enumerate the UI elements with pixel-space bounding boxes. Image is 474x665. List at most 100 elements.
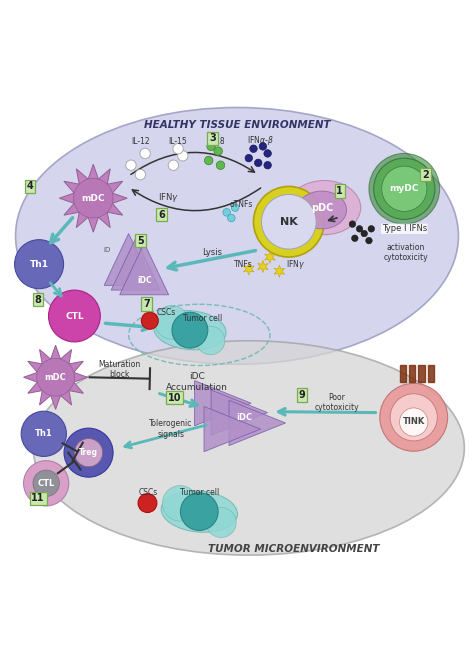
Circle shape (368, 225, 374, 232)
Text: cytotoxicity: cytotoxicity (383, 253, 428, 261)
Circle shape (365, 237, 372, 244)
Text: 10: 10 (168, 392, 182, 402)
Text: Tumor cell: Tumor cell (180, 488, 219, 497)
Circle shape (33, 470, 59, 497)
Text: 5: 5 (137, 235, 144, 245)
FancyBboxPatch shape (400, 364, 406, 382)
Text: Type I IFNs: Type I IFNs (382, 224, 427, 233)
Text: Tumor cell: Tumor cell (183, 314, 222, 323)
Circle shape (163, 485, 198, 521)
Circle shape (173, 144, 183, 154)
Circle shape (216, 161, 225, 170)
Circle shape (178, 150, 188, 161)
Circle shape (135, 170, 146, 180)
Circle shape (352, 235, 358, 241)
Circle shape (254, 186, 324, 257)
Text: IL-12: IL-12 (131, 137, 150, 146)
Polygon shape (211, 390, 268, 435)
Circle shape (155, 305, 189, 339)
Ellipse shape (161, 491, 237, 532)
Circle shape (204, 156, 213, 165)
Text: IFN$\alpha$-$\beta$: IFN$\alpha$-$\beta$ (247, 134, 274, 147)
Polygon shape (257, 261, 268, 273)
Text: Maturation
block: Maturation block (98, 360, 140, 379)
Circle shape (264, 150, 272, 157)
FancyBboxPatch shape (409, 364, 415, 382)
Text: NK: NK (280, 217, 298, 227)
Text: 4: 4 (26, 182, 33, 192)
Circle shape (349, 221, 356, 227)
Circle shape (369, 154, 439, 224)
Circle shape (24, 461, 69, 506)
Circle shape (74, 438, 103, 467)
Circle shape (36, 358, 74, 396)
Text: 9: 9 (299, 390, 305, 400)
Ellipse shape (154, 311, 226, 350)
Polygon shape (104, 233, 153, 285)
Polygon shape (244, 263, 254, 275)
Circle shape (141, 313, 158, 329)
Circle shape (400, 408, 428, 436)
Text: TINK: TINK (402, 416, 425, 426)
Circle shape (181, 493, 218, 531)
Circle shape (64, 428, 113, 477)
Polygon shape (204, 406, 261, 452)
Text: TUMOR MICROENVIRONMENT: TUMOR MICROENVIRONMENT (208, 544, 379, 554)
Circle shape (356, 225, 363, 232)
Text: Th1: Th1 (29, 259, 49, 269)
Text: Tolerogenic
signals: Tolerogenic signals (149, 420, 193, 439)
Circle shape (140, 148, 150, 159)
Text: 6: 6 (158, 209, 165, 219)
Circle shape (361, 230, 367, 237)
Circle shape (207, 142, 215, 150)
Text: CSCs: CSCs (157, 308, 176, 317)
Text: CTL: CTL (65, 311, 84, 321)
Text: Treg: Treg (79, 448, 98, 457)
Text: Poor
cytotoxicity: Poor cytotoxicity (315, 392, 359, 412)
Text: iDC: iDC (236, 413, 252, 422)
Polygon shape (24, 345, 88, 410)
Circle shape (262, 194, 316, 249)
Circle shape (168, 160, 179, 170)
Circle shape (255, 159, 262, 167)
Circle shape (196, 327, 225, 354)
FancyBboxPatch shape (419, 364, 425, 382)
Polygon shape (119, 243, 169, 295)
Text: mDC: mDC (82, 194, 105, 203)
Text: IL-15: IL-15 (169, 137, 188, 146)
Text: CTL: CTL (37, 479, 55, 488)
Circle shape (380, 384, 447, 452)
Text: iDC
Accumulation: iDC Accumulation (166, 372, 228, 392)
Text: CSCs: CSCs (139, 488, 158, 497)
Circle shape (250, 145, 257, 152)
Text: IL-18: IL-18 (207, 137, 225, 146)
Circle shape (223, 209, 230, 216)
Circle shape (138, 493, 157, 513)
Polygon shape (195, 380, 251, 426)
Ellipse shape (33, 340, 465, 555)
Text: 3: 3 (209, 134, 216, 144)
Circle shape (15, 239, 64, 289)
Text: mDC: mDC (45, 373, 66, 382)
Ellipse shape (297, 191, 346, 229)
Text: activation: activation (386, 243, 425, 252)
Text: IFN$\gamma$: IFN$\gamma$ (158, 191, 179, 203)
Circle shape (126, 160, 136, 170)
Polygon shape (274, 265, 285, 277)
Circle shape (264, 162, 272, 169)
Ellipse shape (288, 180, 361, 235)
Text: 8: 8 (35, 295, 42, 305)
Text: 7: 7 (143, 299, 150, 309)
Text: 1: 1 (337, 186, 343, 196)
Polygon shape (111, 238, 160, 290)
Circle shape (214, 147, 222, 156)
Circle shape (231, 204, 239, 211)
Text: pDC: pDC (310, 203, 333, 213)
Circle shape (245, 154, 253, 162)
Text: TNFs: TNFs (234, 259, 253, 269)
Text: 2: 2 (422, 170, 429, 180)
Polygon shape (59, 164, 127, 232)
Circle shape (73, 178, 113, 218)
Text: oTNFs: oTNFs (230, 200, 254, 209)
Text: Lysis: Lysis (202, 248, 222, 257)
